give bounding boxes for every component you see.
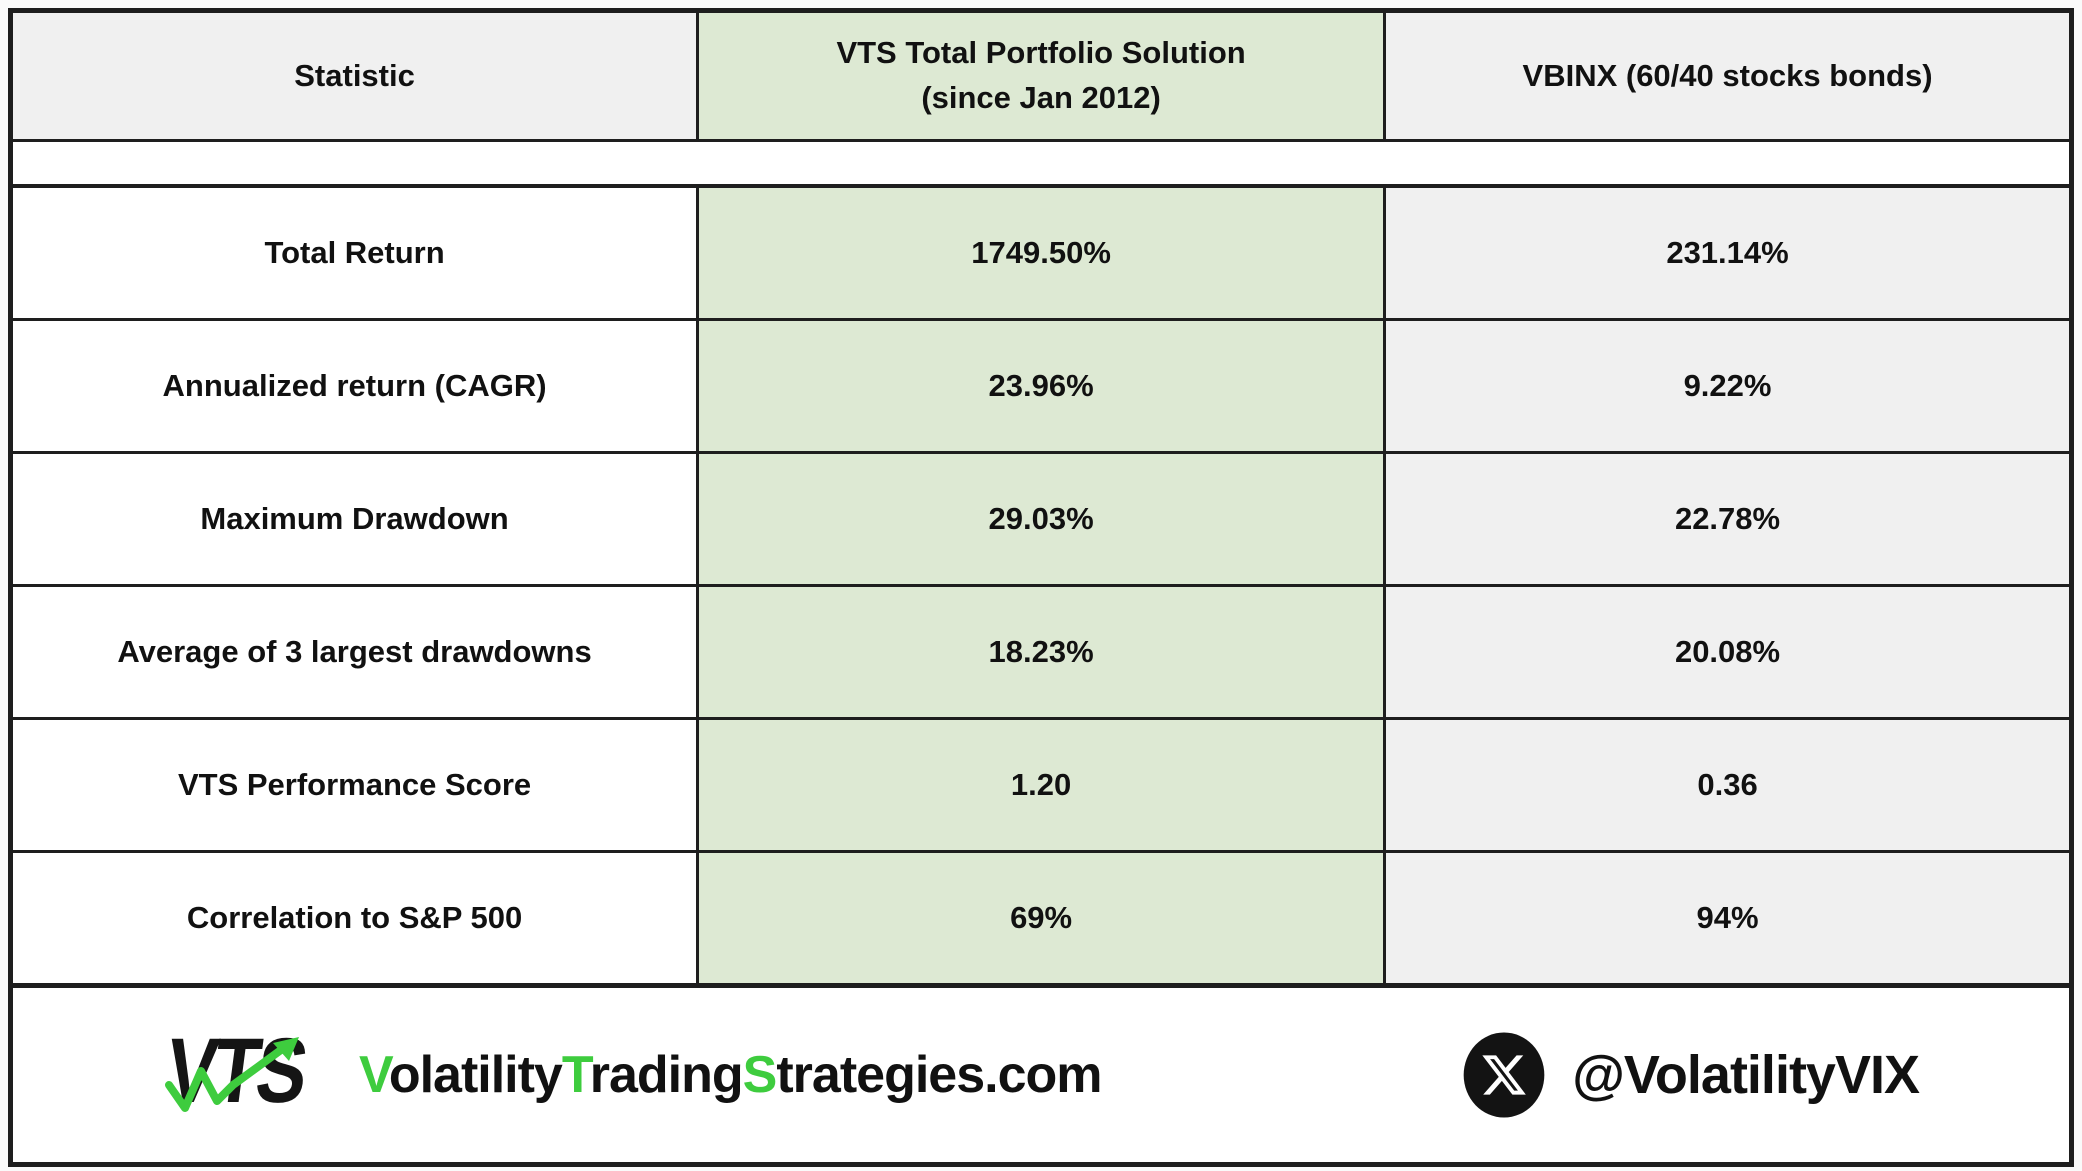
- vbinx-value: 20.08%: [1383, 584, 2073, 720]
- social-handle-lockup: @VolatilityVIX: [1460, 1031, 1920, 1119]
- x-twitter-icon: [1463, 1032, 1545, 1118]
- table-row-total-return: Total Return 1749.50% 231.14%: [8, 184, 2073, 321]
- spacer-row: [10, 139, 2072, 188]
- wordmark-segment: trategies.com: [776, 1046, 1102, 1104]
- footer-cell: VTS VolatilityTradingStrategies.com: [10, 983, 2072, 1165]
- wordmark-segment: V: [359, 1046, 390, 1104]
- table-row-max-drawdown: Maximum Drawdown 29.03% 22.78%: [8, 451, 2073, 587]
- col-header-vts-line1: VTS Total Portfolio Solution: [836, 35, 1246, 71]
- vbinx-value: 22.78%: [1383, 451, 2073, 587]
- row-label: Average of 3 largest drawdowns: [8, 584, 700, 720]
- row-label: VTS Performance Score: [8, 717, 700, 853]
- vbinx-value: 94%: [1383, 850, 2073, 987]
- brand-lockup: VTS VolatilityTradingStrategies.com: [160, 1013, 1103, 1138]
- stats-table: Statistic VTS Total Portfolio Solution (…: [8, 8, 2074, 1167]
- row-label: Correlation to S&P 500: [8, 850, 700, 987]
- wordmark-segment: rading: [589, 1046, 744, 1104]
- row-label: Annualized return (CAGR): [8, 318, 700, 454]
- vts-value: 23.96%: [696, 318, 1387, 454]
- wordmark-segment: S: [742, 1046, 778, 1104]
- col-header-vbinx-label: VBINX (60/40 stocks bonds): [1522, 58, 1933, 93]
- col-header-statistic: Statistic: [8, 9, 700, 142]
- brand-wordmark: VolatilityTradingStrategies.com: [359, 1045, 1103, 1105]
- vts-value: 29.03%: [696, 451, 1387, 587]
- wordmark-segment: T: [561, 1046, 591, 1104]
- vbinx-value: 0.36: [1383, 717, 2073, 853]
- table-row-performance-score: VTS Performance Score 1.20 0.36: [8, 717, 2073, 853]
- col-header-vts: VTS Total Portfolio Solution (since Jan …: [696, 9, 1387, 142]
- vbinx-value: 231.14%: [1383, 184, 2073, 321]
- vts-value: 18.23%: [696, 584, 1387, 720]
- wordmark-segment: olatility: [388, 1046, 563, 1104]
- table-row-cagr: Annualized return (CAGR) 23.96% 9.22%: [8, 318, 2073, 454]
- table-row-correlation: Correlation to S&P 500 69% 94%: [8, 850, 2073, 987]
- col-header-vbinx: VBINX (60/40 stocks bonds): [1383, 9, 2073, 142]
- spacer-cell: [10, 139, 2072, 188]
- vts-logo: VTS: [160, 1013, 333, 1138]
- footer-row: VTS VolatilityTradingStrategies.com: [10, 983, 2072, 1165]
- row-label: Maximum Drawdown: [8, 451, 700, 587]
- row-label: Total Return: [8, 184, 700, 321]
- vts-value: 69%: [696, 850, 1387, 987]
- table-row-avg-drawdowns: Average of 3 largest drawdowns 18.23% 20…: [8, 584, 2073, 720]
- vbinx-value: 9.22%: [1383, 318, 2073, 454]
- vts-logo-arrow-icon: [165, 1036, 299, 1112]
- col-header-statistic-label: Statistic: [294, 58, 415, 93]
- vts-value: 1749.50%: [696, 184, 1387, 321]
- twitter-handle: @VolatilityVIX: [1572, 1045, 1920, 1105]
- col-header-vts-line2: (since Jan 2012): [921, 80, 1161, 115]
- vts-value: 1.20: [696, 717, 1387, 853]
- header-row: Statistic VTS Total Portfolio Solution (…: [8, 9, 2073, 142]
